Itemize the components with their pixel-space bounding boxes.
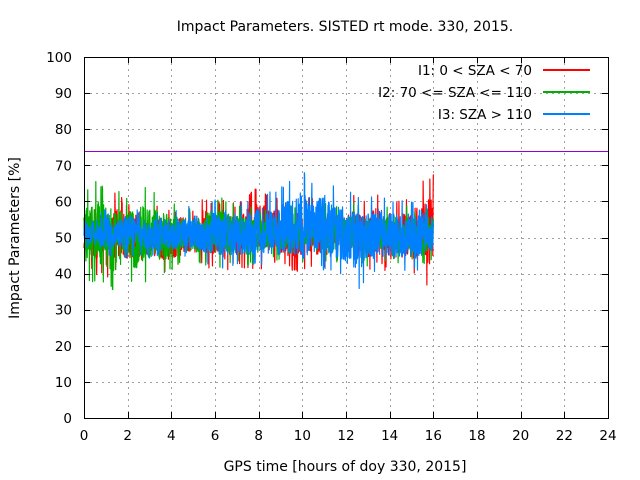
x-tick-label: 4 bbox=[167, 428, 176, 444]
x-tick-label: 8 bbox=[254, 428, 263, 444]
y-tick-label: 0 bbox=[63, 411, 72, 427]
x-tick-label: 22 bbox=[556, 428, 573, 444]
legend: I1: 0 < SZA < 70 I2: 70 <= SZA <= 110 I3: … bbox=[378, 63, 590, 123]
x-tick-label: 10 bbox=[294, 428, 311, 444]
legend-label-3: I3: SZA > 110 bbox=[438, 107, 532, 123]
x-tick-label: 2 bbox=[123, 428, 132, 444]
y-tick-label: 60 bbox=[55, 194, 72, 210]
y-tick-label: 30 bbox=[55, 303, 72, 319]
x-tick-label: 12 bbox=[337, 428, 354, 444]
y-tick-label: 20 bbox=[55, 339, 72, 355]
y-tick-label: 40 bbox=[55, 267, 72, 283]
series-line-3 bbox=[83, 172, 434, 290]
legend-label-1: I1: 0 < SZA < 70 bbox=[418, 63, 532, 79]
tick-labels: 0 2 4 6 8 10 12 14 16 18 20 22 240102030405060708090… bbox=[46, 50, 616, 444]
x-tick-label: 16 bbox=[425, 428, 442, 444]
x-tick-label: 14 bbox=[381, 428, 398, 444]
x-tick-label: 24 bbox=[599, 428, 616, 444]
y-tick-label: 10 bbox=[55, 375, 72, 391]
y-tick-label: 90 bbox=[55, 86, 72, 102]
legend-label-2: I2: 70 <= SZA <= 110 bbox=[378, 85, 532, 101]
y-tick-label: 100 bbox=[46, 50, 72, 66]
y-tick-label: 50 bbox=[55, 231, 72, 247]
chart-title: Impact Parameters. SISTED rt mode. 330, … bbox=[177, 19, 513, 35]
y-axis-label: Impact Parameters [%] bbox=[7, 157, 23, 319]
series-layer bbox=[83, 172, 434, 291]
x-axis-label: GPS time [hours of doy 330, 2015] bbox=[224, 459, 467, 475]
y-tick-label: 70 bbox=[55, 158, 72, 174]
x-tick-label: 6 bbox=[211, 428, 220, 444]
x-tick-label: 20 bbox=[512, 428, 529, 444]
x-tick-label: 0 bbox=[80, 428, 89, 444]
x-tick-label: 18 bbox=[468, 428, 485, 444]
y-tick-label: 80 bbox=[55, 122, 72, 138]
ticks bbox=[84, 57, 609, 419]
